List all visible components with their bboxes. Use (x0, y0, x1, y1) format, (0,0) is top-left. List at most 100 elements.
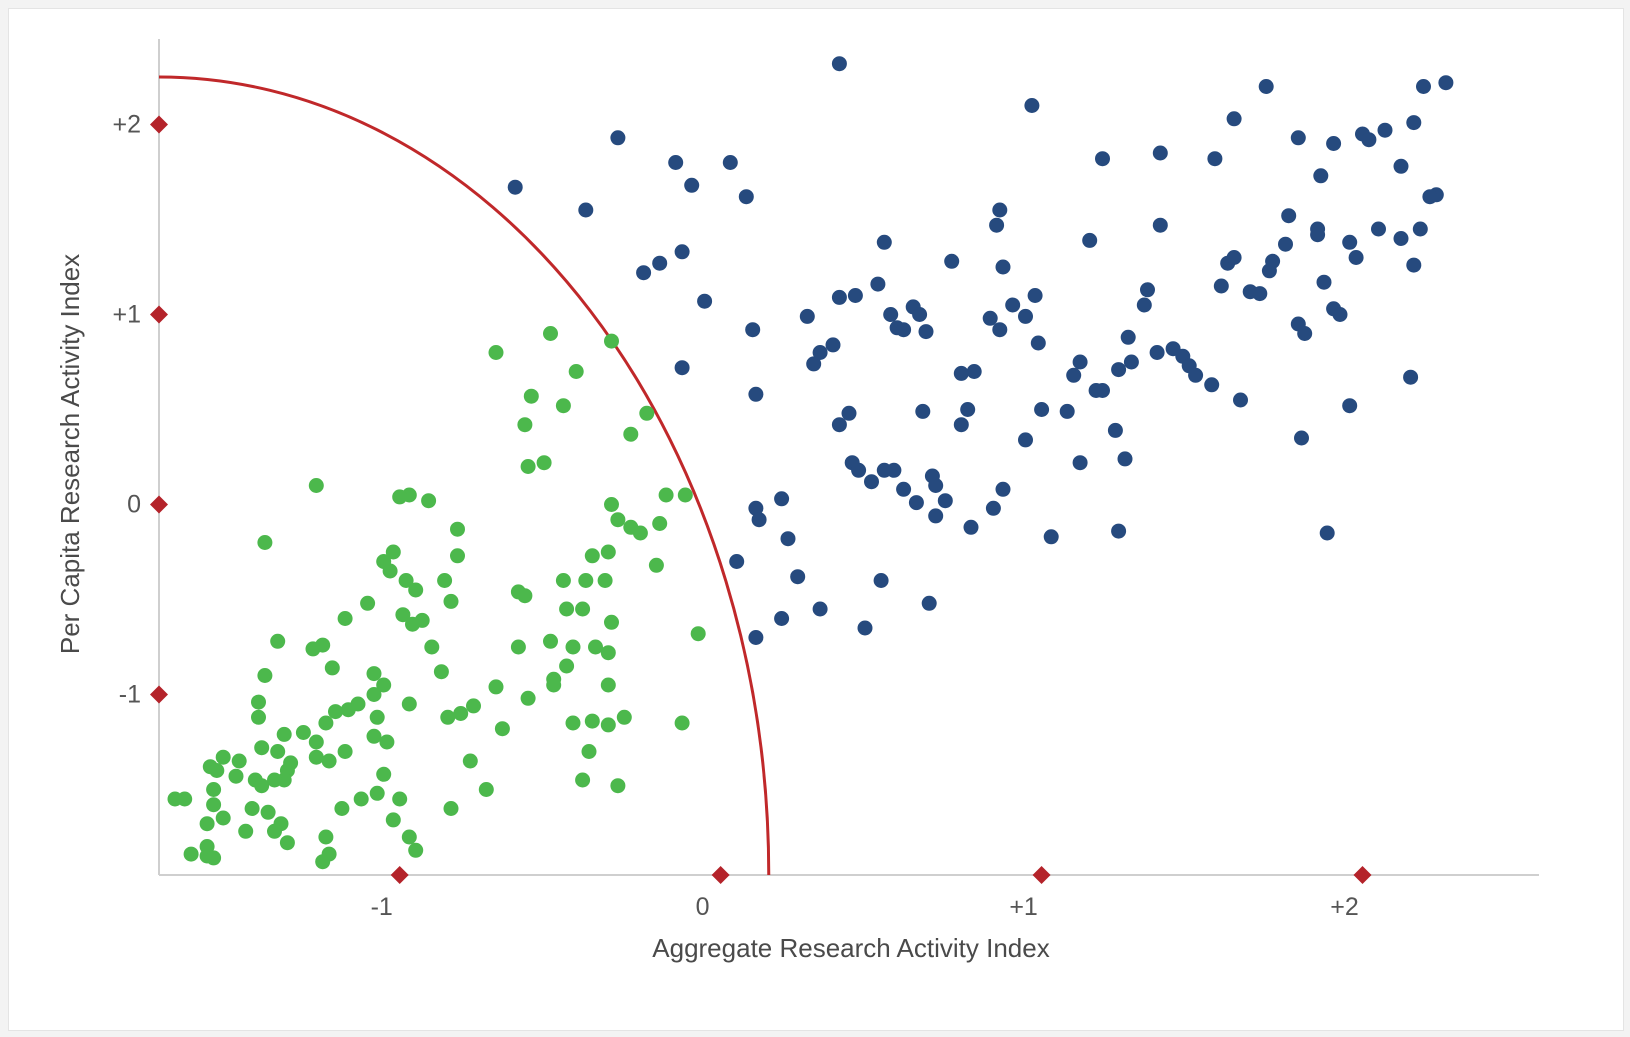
green-data-point (209, 763, 225, 778)
y-tick-label: 0 (127, 491, 141, 519)
y-tick-label: -1 (119, 681, 141, 709)
green-data-point (337, 744, 353, 759)
green-data-point (392, 489, 408, 505)
green-data-point (677, 487, 693, 503)
blue-data-point (812, 345, 828, 360)
blue-data-point (652, 255, 668, 271)
green-data-point (520, 690, 536, 706)
blue-data-point (912, 307, 928, 322)
green-data-point (652, 516, 668, 531)
green-data-point (295, 725, 311, 740)
green-data-point (600, 677, 616, 693)
green-data-point (337, 611, 353, 626)
green-data-point (276, 726, 292, 742)
blue-data-point (674, 360, 690, 376)
green-data-point (324, 660, 340, 676)
blue-data-point (1297, 326, 1313, 341)
green-data-point (334, 801, 350, 816)
green-data-point (385, 812, 401, 828)
green-data-point (305, 641, 321, 657)
blue-data-point (729, 554, 745, 569)
blue-data-point (668, 155, 684, 170)
blue-data-point (1072, 354, 1088, 370)
blue-data-point (1406, 257, 1422, 273)
blue-data-point (1072, 455, 1088, 471)
blue-data-point (1265, 253, 1281, 269)
green-data-point (450, 521, 465, 537)
blue-data-point (953, 417, 969, 433)
blue-data-point (748, 630, 764, 645)
green-data-point (575, 601, 591, 617)
x-axis-title: Aggregate Research Activity Index (652, 933, 1049, 963)
green-data-point (600, 717, 616, 733)
green-data-point (674, 715, 690, 731)
blue-data-point (1416, 79, 1431, 94)
green-data-point (443, 593, 459, 609)
blue-data-point (1342, 398, 1358, 414)
blue-data-point (995, 481, 1011, 497)
blue-data-point (1123, 354, 1139, 370)
green-data-point (466, 698, 481, 714)
blue-data-point (1412, 221, 1428, 237)
blue-data-point (1294, 430, 1309, 446)
x-axis-diamond-marker (1032, 866, 1051, 884)
blue-data-point (831, 289, 847, 305)
blue-data-point (1034, 402, 1050, 417)
green-data-point (488, 679, 504, 695)
green-data-point (398, 573, 414, 588)
blue-data-point (1313, 168, 1329, 184)
green-data-point (424, 639, 440, 655)
green-data-point (520, 459, 536, 474)
y-axis-title: Per Capita Research Activity Index (55, 254, 85, 654)
green-data-point (340, 702, 356, 718)
blue-data-point (1332, 307, 1348, 322)
green-data-point (308, 749, 324, 765)
green-data-point (565, 639, 581, 655)
green-data-point (366, 687, 382, 702)
blue-data-point (1117, 451, 1133, 467)
green-data-point (510, 639, 526, 655)
green-data-point (437, 573, 453, 588)
green-data-point (450, 548, 465, 564)
x-tick-label: +2 (1330, 893, 1359, 921)
green-data-point (206, 797, 222, 813)
blue-data-point (799, 308, 815, 324)
x-tick-label: -1 (371, 893, 393, 921)
blue-data-point (748, 500, 764, 516)
blue-data-point (751, 512, 767, 528)
green-data-point (215, 749, 231, 765)
green-data-point (559, 601, 575, 617)
blue-data-point (1393, 231, 1409, 246)
green-data-point (632, 525, 648, 541)
y-axis-diamond-marker (150, 115, 168, 134)
green-data-point (523, 388, 539, 404)
blue-data-point (995, 259, 1011, 275)
blue-data-point (944, 253, 960, 269)
blue-data-point (1319, 525, 1335, 541)
blue-data-point (857, 620, 873, 636)
green-data-point (270, 633, 286, 649)
blue-data-point (674, 244, 690, 260)
blue-data-point (876, 234, 892, 250)
green-data-point (408, 842, 424, 858)
y-axis-diamond-marker (150, 305, 168, 324)
blue-data-point (1111, 362, 1127, 378)
green-data-point (462, 753, 478, 769)
scatter-chart: -1 0 +1 +2 +2 +1 0 -1 Aggregate Research Activi… (55, 39, 1539, 963)
green-data-point (581, 744, 597, 759)
blue-data-point (1204, 377, 1220, 393)
axes (158, 39, 1539, 876)
blue-data-point (937, 493, 953, 509)
green-data-point (267, 772, 282, 788)
green-data-point (488, 345, 504, 360)
green-data-point (238, 823, 254, 839)
green-data-point (369, 709, 385, 725)
blue-data-point (921, 595, 937, 611)
x-tick-label: +1 (1009, 893, 1038, 921)
blue-data-point (1027, 288, 1043, 303)
blue-data-point (1233, 392, 1248, 408)
green-data-point (385, 544, 401, 560)
y-tick-label: +2 (112, 111, 141, 139)
blue-data-point (896, 322, 912, 338)
green-data-point (251, 694, 266, 710)
